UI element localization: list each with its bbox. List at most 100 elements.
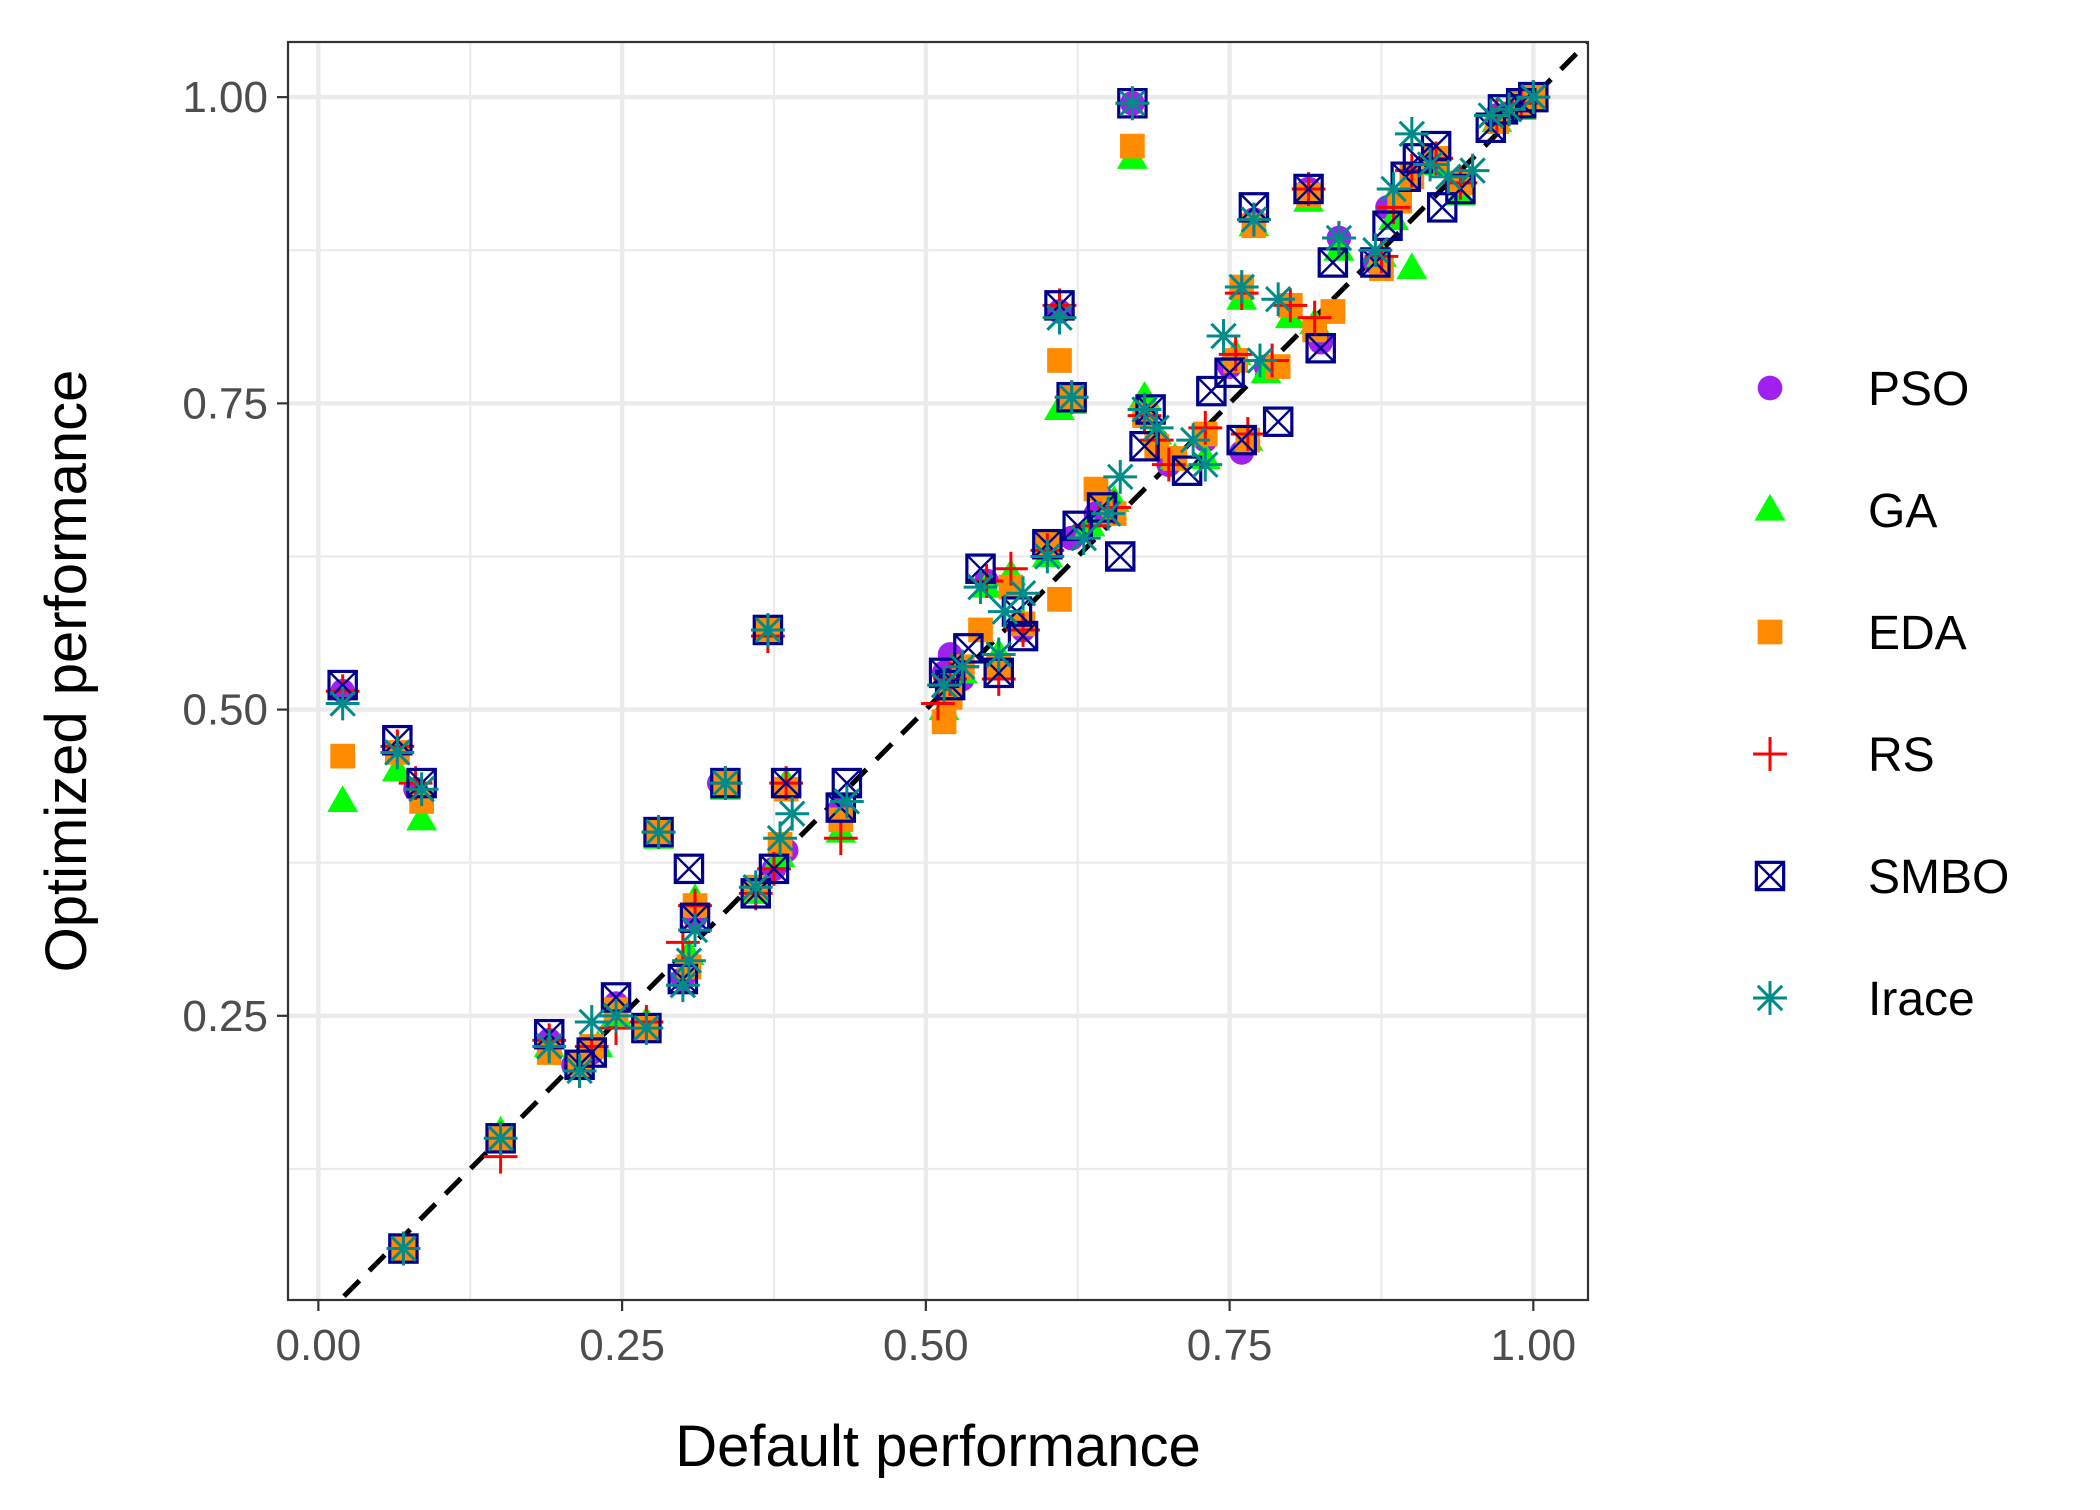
data-point-eda [1265, 354, 1291, 379]
legend-key-ga [1754, 493, 1786, 521]
legend-label: GA [1868, 485, 1937, 538]
data-point-irace [1042, 300, 1077, 335]
data-point-irace [1236, 202, 1271, 237]
legend: PSO GA EDA RS SMBO Irace [1753, 363, 2009, 1026]
data-point-eda [330, 743, 356, 769]
x-tick-label: 1.00 [1491, 1321, 1577, 1370]
legend-label: Irace [1868, 973, 1975, 1026]
legend-item-eda: EDA [1757, 607, 1967, 660]
data-point-irace [380, 735, 415, 770]
data-point-irace [672, 943, 706, 978]
x-tick-label: 0.25 [579, 1321, 665, 1370]
legend-item-smbo: SMBO [1754, 851, 2009, 904]
data-point-smbo [1129, 430, 1160, 462]
data-point-smbo [1293, 173, 1324, 205]
data-point-irace [1322, 221, 1356, 255]
data-point-irace [1376, 172, 1411, 206]
data-point-rs [993, 551, 1028, 586]
legend-item-rs: RS [1753, 729, 1935, 782]
data-point-irace [1103, 459, 1138, 494]
y-tick-label: 0.25 [182, 992, 268, 1041]
data-point-smbo [1104, 541, 1136, 572]
data-point-irace [738, 870, 773, 905]
x-tick-label: 0.50 [883, 1321, 969, 1370]
data-point-irace [1516, 80, 1551, 115]
data-point-smbo [770, 767, 802, 799]
data-point-irace [1394, 116, 1429, 151]
data-point-irace [829, 784, 864, 819]
data-point-irace [1139, 410, 1174, 445]
data-point-irace [1455, 153, 1490, 188]
data-point-irace [1091, 496, 1125, 531]
data-point-ga [1396, 252, 1428, 280]
legend-key-smbo [1754, 860, 1786, 892]
data-point-eda [1047, 348, 1072, 373]
data-point-irace [1127, 392, 1162, 427]
series-irace [325, 80, 1551, 1266]
x-axis: 0.00 0.25 0.50 0.75 1.00 [276, 1300, 1577, 1370]
data-point-smbo [1317, 247, 1349, 278]
data-point-irace [678, 913, 712, 947]
data-point-irace [599, 998, 633, 1033]
data-point-irace [945, 649, 980, 684]
data-point-eda [1320, 299, 1346, 324]
data-point-irace [775, 796, 810, 831]
legend-key-irace [1753, 981, 1787, 1015]
data-point-ga [406, 803, 438, 831]
data-point-irace [1224, 270, 1259, 304]
data-point-irace [325, 686, 360, 721]
data-point-irace [1006, 576, 1040, 611]
data-point-irace [1243, 343, 1277, 378]
y-axis: 0.25 0.50 0.75 1.00 [182, 73, 288, 1041]
data-point-irace [483, 1121, 518, 1156]
data-point-irace [751, 613, 785, 647]
data-point-eda [1120, 133, 1145, 159]
data-point-rs [1297, 300, 1332, 335]
data-point-smbo [673, 853, 705, 885]
data-point-irace [1054, 380, 1089, 415]
y-axis-title: Optimized performance [34, 370, 99, 973]
data-points [325, 80, 1551, 1266]
data-point-irace [629, 1011, 664, 1045]
data-point-rs [823, 821, 858, 856]
data-point-irace [1188, 447, 1223, 482]
data-point-irace [1358, 233, 1393, 268]
legend-item-irace: Irace [1753, 973, 1975, 1026]
data-point-irace [665, 968, 700, 1003]
data-point-irace [1413, 147, 1447, 182]
legend-label: RS [1868, 729, 1935, 782]
data-point-irace [1066, 521, 1101, 555]
x-tick-label: 0.00 [276, 1321, 362, 1370]
data-point-irace [532, 1029, 567, 1064]
data-point-irace [562, 1054, 597, 1088]
data-point-irace [1431, 159, 1466, 194]
data-point-irace [641, 815, 676, 849]
legend-item-pso: PSO [1757, 363, 1969, 416]
data-point-ga [327, 785, 359, 813]
data-point-smbo [1305, 332, 1336, 364]
legend-item-ga: GA [1754, 485, 1937, 538]
legend-label: PSO [1868, 363, 1969, 416]
data-point-irace [1261, 282, 1296, 317]
legend-label: SMBO [1868, 851, 2009, 904]
data-point-irace [1206, 319, 1241, 353]
data-point-irace [1030, 539, 1065, 574]
data-point-smbo [1226, 424, 1257, 456]
x-axis-title: Default performance [675, 1414, 1200, 1479]
data-point-irace [386, 1231, 421, 1266]
y-tick-label: 1.00 [182, 73, 268, 122]
x-tick-label: 0.75 [1187, 1321, 1273, 1370]
data-point-irace [1492, 92, 1526, 127]
data-point-smbo [1262, 406, 1294, 437]
data-point-irace [708, 766, 743, 800]
data-point-irace [574, 1005, 609, 1039]
legend-label: EDA [1868, 607, 1967, 660]
data-point-irace [963, 570, 998, 604]
panel-border [286, 40, 1590, 1302]
data-point-irace [404, 772, 439, 807]
legend-key-eda [1757, 619, 1783, 645]
data-point-eda [1047, 586, 1072, 612]
y-tick-label: 0.75 [182, 379, 268, 428]
